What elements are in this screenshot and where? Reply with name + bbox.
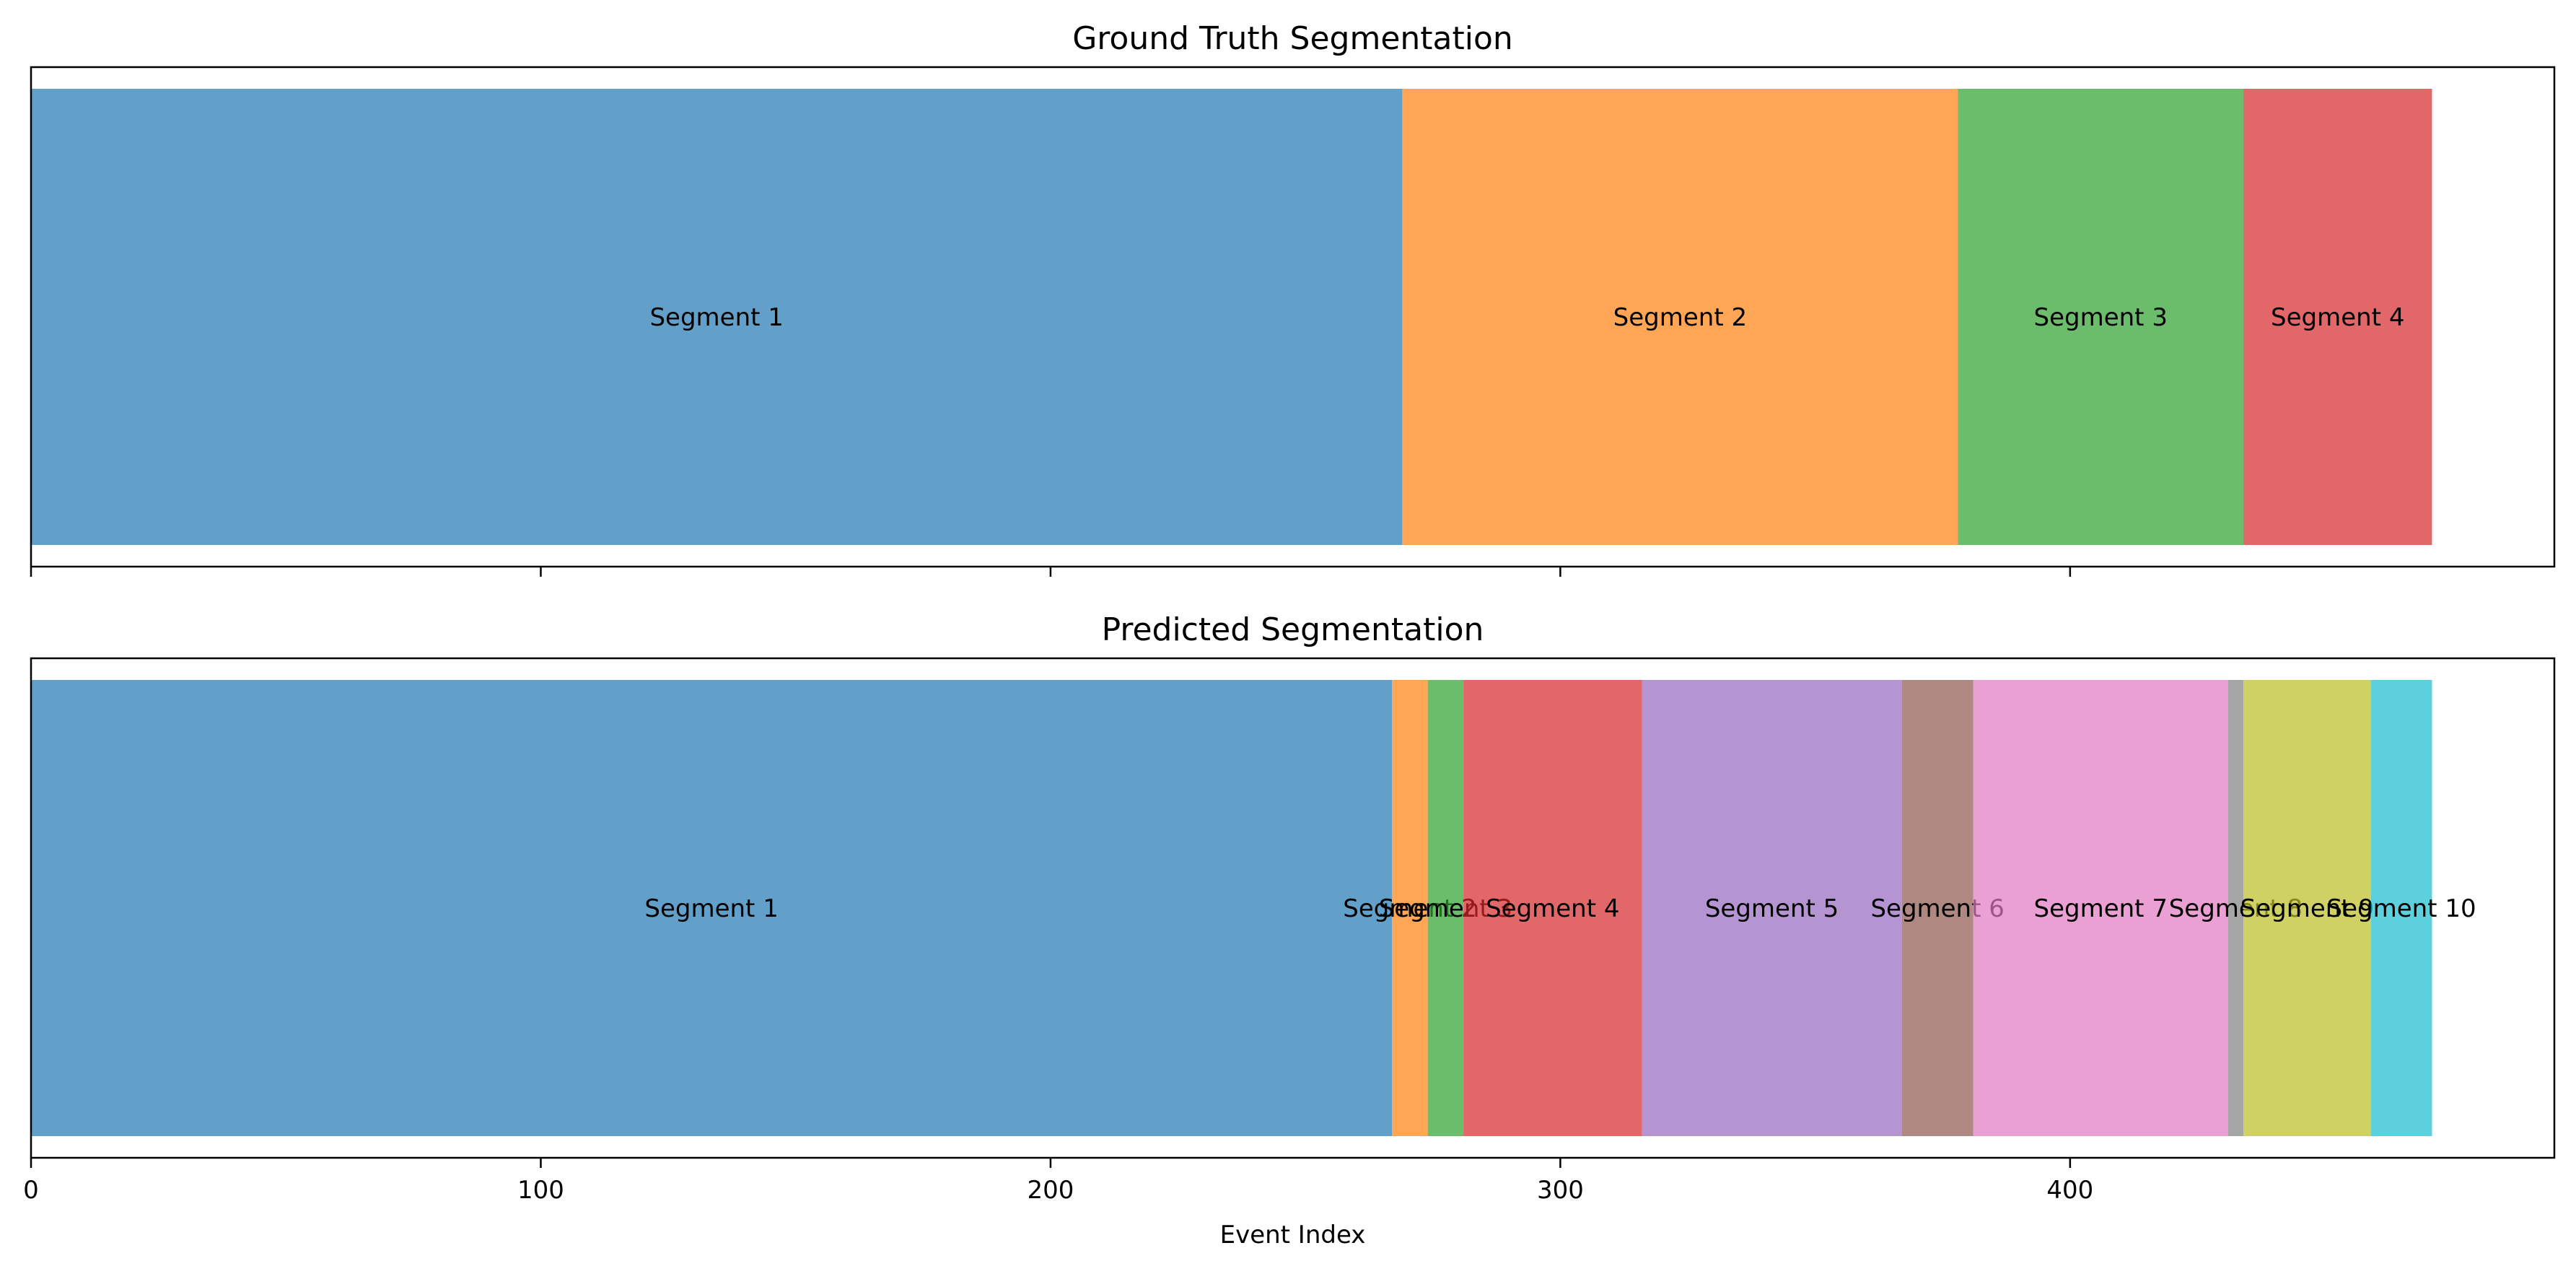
segment-bar [1901,680,1973,1136]
segment-bar [1392,680,1428,1136]
segment-label: Segment 9 [2240,894,2374,923]
segment-label: Segment 10 [2327,894,2476,923]
axes-frame [30,657,2556,1159]
x-tick-label: 300 [1537,1176,1584,1205]
segment-bar [1958,89,2244,545]
segment-label: Segment 4 [2271,303,2404,332]
x-tick-label: 400 [2046,1176,2093,1205]
segment-bar [31,680,1393,1136]
x-axis-label: Event Index [1220,1221,1366,1249]
segment-bar [1973,680,2228,1136]
chart-title: Predicted Segmentation [1102,611,1484,648]
segment-label: Segment 1 [644,894,778,923]
x-tick-label: 100 [517,1176,564,1205]
segment-label: Segment 2 [1613,303,1747,332]
segment-label: Segment 3 [2034,303,2168,332]
segment-bar [1402,89,1958,545]
segment-bar [2370,680,2432,1136]
segment-label: Segment 4 [1486,894,1619,923]
segment-bar [1463,680,1642,1136]
segment-bar [2243,89,2432,545]
segment-label: Segment 5 [1705,894,1839,923]
segment-bar [2227,680,2244,1136]
segment-bar [1427,680,1464,1136]
segment-bar [2243,680,2371,1136]
segment-bar [31,89,1403,545]
x-tick-label: 200 [1027,1176,1074,1205]
axes-frame [30,66,2556,568]
x-tick-label: 0 [23,1176,39,1205]
segment-label: Segment 1 [649,303,783,332]
chart-title: Ground Truth Segmentation [1072,20,1513,57]
segment-label: Segment 7 [2034,894,2168,923]
segment-bar [1642,680,1902,1136]
